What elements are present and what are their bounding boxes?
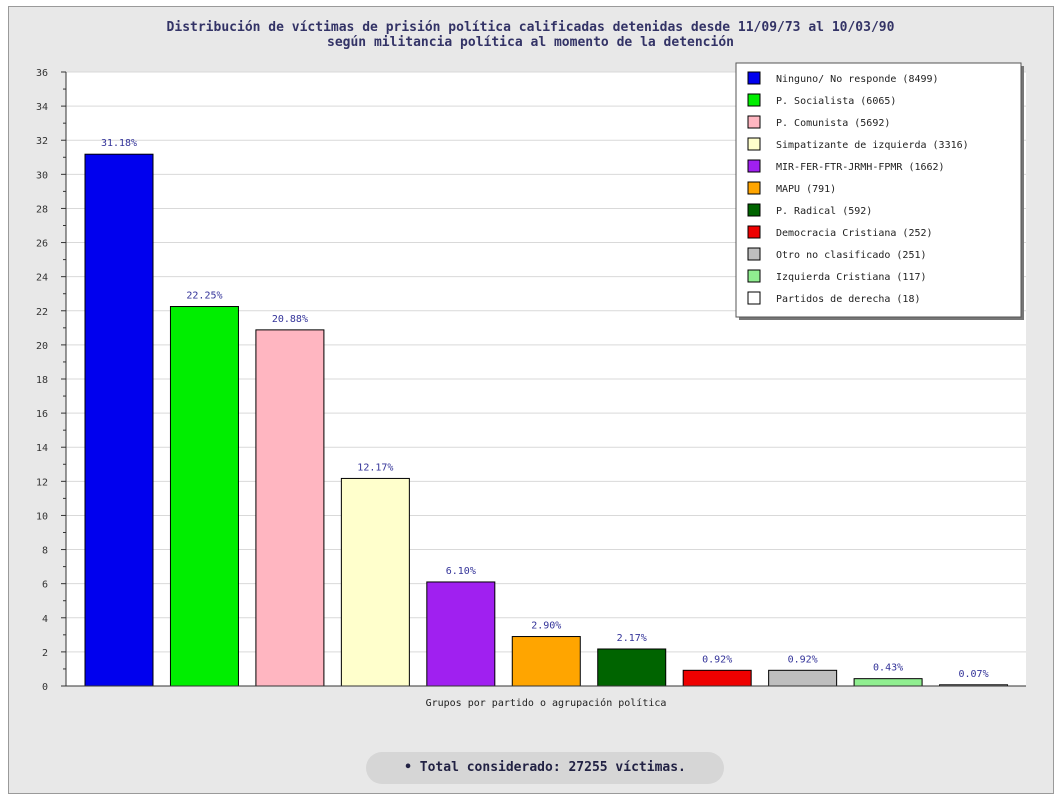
y-tick-label: 22: [36, 307, 48, 318]
bar-value-label: 2.90%: [531, 621, 561, 632]
y-tick-label: 6: [42, 580, 48, 591]
legend-entry: Partidos de derecha (18): [776, 294, 921, 305]
legend-entry: P. Socialista (6065): [776, 96, 896, 107]
chart-title: Distribución de víctimas de prisión polí…: [0, 20, 1061, 50]
legend-swatch: [747, 291, 761, 305]
legend-swatch: [747, 137, 761, 151]
bar-value-label: 20.88%: [272, 314, 308, 325]
legend-entry: MIR-FER-FTR-JRMH-FPMR (1662): [776, 162, 945, 173]
y-tick-label: 30: [36, 170, 48, 181]
legend-swatch: [747, 269, 761, 283]
bar: [84, 153, 154, 687]
x-axis-title: Grupos por partido o agrupación política: [426, 697, 667, 709]
bar-value-label: 12.17%: [357, 462, 393, 473]
bar: [169, 306, 239, 687]
y-tick-label: 36: [36, 68, 48, 79]
bar: [768, 669, 838, 687]
bar: [255, 329, 325, 687]
legend-entry: MAPU (791): [776, 184, 836, 195]
y-tick-label: 16: [36, 409, 48, 420]
bar-value-label: 0.92%: [788, 654, 818, 665]
legend-entry: P. Comunista (5692): [776, 118, 890, 129]
chart-title-line-1: Distribución de víctimas de prisión polí…: [166, 20, 895, 35]
y-tick-label: 28: [36, 204, 48, 215]
bar-value-label: 0.07%: [958, 669, 988, 680]
y-tick-label: 18: [36, 375, 48, 386]
y-tick-label: 32: [36, 136, 48, 147]
legend-swatch: [747, 159, 761, 173]
chart-title-line-2: según militancia política al momento de …: [327, 35, 734, 50]
legend-entry: Ninguno/ No responde (8499): [776, 74, 939, 85]
bar: [597, 648, 667, 687]
y-tick-label: 8: [42, 546, 48, 557]
y-tick-label: 4: [42, 614, 48, 625]
y-tick-label: 20: [36, 341, 48, 352]
bar-value-label: 6.10%: [446, 566, 476, 577]
legend-swatch: [747, 93, 761, 107]
legend: [735, 62, 1022, 318]
total-considered-badge: • Total considerado: 27255 víctimas.: [366, 752, 724, 784]
bar: [511, 636, 581, 687]
bar-value-label: 31.18%: [101, 138, 137, 149]
y-tick-label: 0: [42, 682, 48, 693]
bar: [340, 477, 410, 687]
legend-swatch: [747, 225, 761, 239]
legend-entry: Otro no clasificado (251): [776, 250, 927, 261]
y-tick-label: 14: [36, 443, 48, 454]
legend-entry: Democracia Cristiana (252): [776, 228, 933, 239]
y-tick-label: 24: [36, 273, 48, 284]
y-tick-label: 34: [36, 102, 48, 113]
bar: [426, 581, 496, 687]
legend-entry: Simpatizante de izquierda (3316): [776, 140, 969, 151]
legend-swatch: [747, 247, 761, 261]
y-tick-label: 26: [36, 239, 48, 250]
legend-swatch: [747, 115, 761, 129]
legend-entry: P. Radical (592): [776, 206, 872, 217]
legend-swatch: [747, 203, 761, 217]
y-tick-label: 10: [36, 511, 48, 522]
bar: [682, 669, 752, 687]
bar-value-label: 22.25%: [186, 291, 222, 302]
bar-value-label: 0.43%: [873, 663, 903, 674]
bar-value-label: 2.17%: [617, 633, 647, 644]
y-tick-label: 2: [42, 648, 48, 659]
bar: [853, 678, 923, 687]
legend-swatch: [747, 181, 761, 195]
bar-value-label: 0.92%: [702, 654, 732, 665]
legend-swatch: [747, 71, 761, 85]
legend-entry: Izquierda Cristiana (117): [776, 272, 927, 283]
y-tick-label: 12: [36, 477, 48, 488]
